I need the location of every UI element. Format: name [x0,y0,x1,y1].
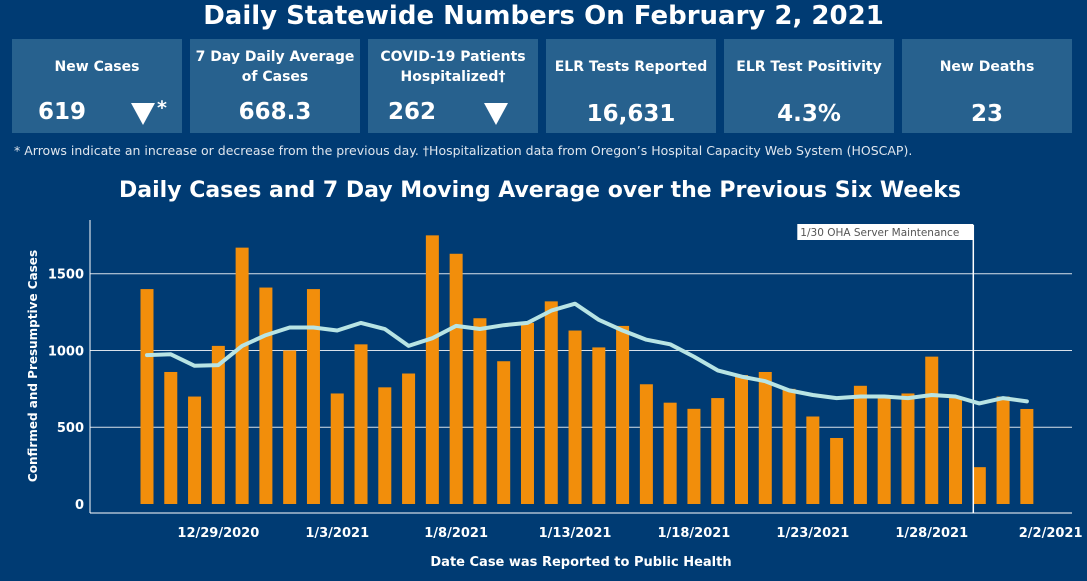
kpi-label: COVID-19 Patients Hospitalized† [380,49,526,85]
bar [378,387,392,504]
kpi-card-new-cases: New Cases 619 * [12,39,182,133]
bar [544,301,558,504]
bar [663,402,677,504]
bar [877,395,891,504]
footnote: * Arrows indicate an increase or decreas… [14,143,913,158]
kpi-value: 262 [388,99,437,125]
bar [164,371,178,504]
bar [758,371,772,504]
x-tick-label: 1/13/2021 [539,526,612,541]
kpi-label: New Deaths [939,59,1035,75]
page-title: Daily Statewide Numbers On February 2, 2… [203,1,884,31]
bar [520,322,534,504]
x-tick-label: 1/3/2021 [305,526,369,541]
bar [259,287,273,504]
kpi-card-new-deaths: New Deaths 23 [902,39,1072,133]
bar [949,396,963,504]
kpi-value: 23 [970,101,1003,127]
bar [140,289,154,504]
bar [188,396,202,504]
bar [592,347,606,504]
bar [616,325,630,504]
bar [497,361,511,504]
bar [925,356,939,504]
bar [711,398,725,504]
chart-title: Daily Cases and 7 Day Moving Average ove… [119,178,961,203]
annotation-label: 1/30 OHA Server Maintenance [800,227,959,239]
x-tick-label: 1/28/2021 [895,526,968,541]
kpi-label: ELR Tests Reported [554,59,708,75]
bar [425,235,439,504]
footnote-star: * [157,97,167,119]
bar [354,344,368,504]
bar [972,467,986,504]
bar [235,247,249,504]
bar [806,416,820,504]
y-tick-label: 0 [75,498,84,513]
x-axis-title: Date Case was Reported to Public Health [430,555,731,570]
bar [402,373,416,504]
bar [996,396,1010,504]
annotation-box [797,224,974,240]
bar [306,289,320,504]
kpi-card-hospitalized: COVID-19 Patients Hospitalized† 262 [368,39,538,133]
y-axis-title: Confirmed and Presumptive Cases [26,250,40,482]
bar [283,350,297,504]
bar [782,388,796,504]
bar [1020,408,1034,504]
kpi-value: 16,631 [586,101,676,127]
bar [687,408,701,504]
y-tick-label: 1000 [48,344,84,359]
kpi-value: 619 [38,99,87,125]
bar [853,385,867,504]
bar [449,253,463,504]
arrow-down-icon [131,103,155,125]
y-tick-label: 1500 [48,268,84,283]
kpi-card-test-positivity: ELR Test Positivity 4.3% [724,39,894,133]
bar [330,393,344,504]
kpi-card-7-day-average: 7 Day Daily Average of Cases 668.3 [190,39,360,133]
y-tick-label: 500 [57,421,84,436]
x-tick-label: 2/2/2021 [1019,526,1083,541]
bar [473,318,487,504]
x-tick-label: 1/18/2021 [658,526,731,541]
arrow-down-icon [484,103,508,125]
kpi-value: 668.3 [238,99,312,125]
bar [639,384,653,504]
x-tick-label: 12/29/2020 [177,526,259,541]
bar [568,330,582,504]
kpi-label: New Cases [54,59,140,75]
kpi-label: 7 Day Daily Average of Cases [195,49,355,85]
kpi-value: 4.3% [777,101,841,127]
x-tick-label: 1/23/2021 [776,526,849,541]
kpi-card-elr-tests: ELR Tests Reported 16,631 [546,39,716,133]
x-tick-label: 1/8/2021 [424,526,488,541]
bar [211,345,225,504]
bar [901,393,915,504]
moving-average-line [145,301,1029,406]
kpi-label: ELR Test Positivity [736,59,882,75]
bar [735,375,748,504]
bar [830,437,844,504]
